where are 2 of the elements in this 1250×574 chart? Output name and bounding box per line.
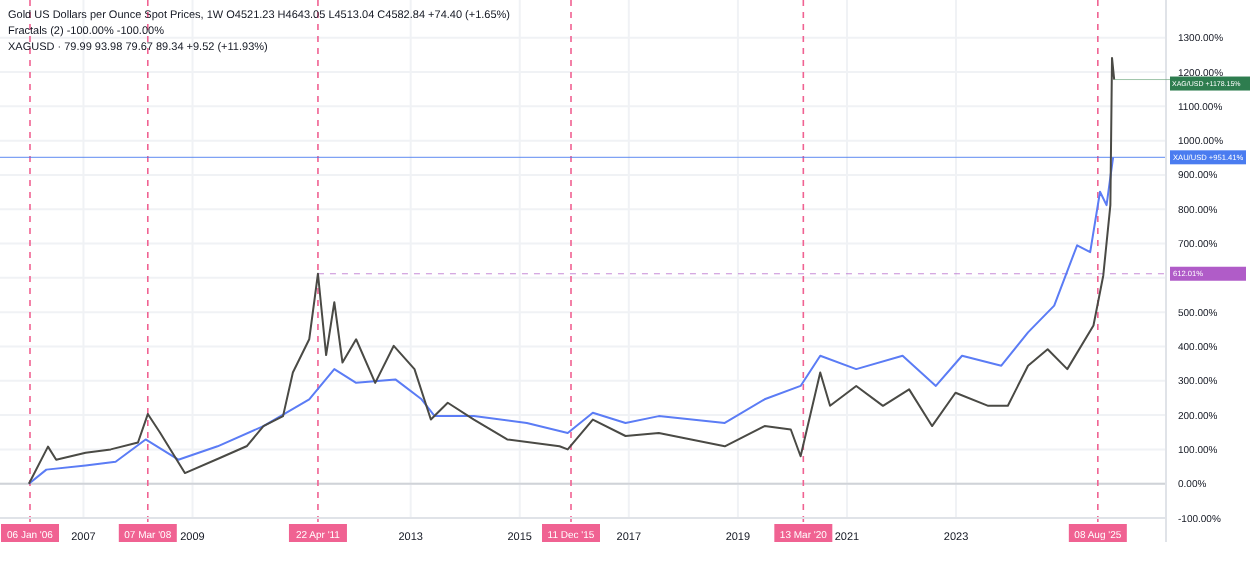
line-series [27, 156, 1115, 485]
line-series [27, 56, 1116, 485]
